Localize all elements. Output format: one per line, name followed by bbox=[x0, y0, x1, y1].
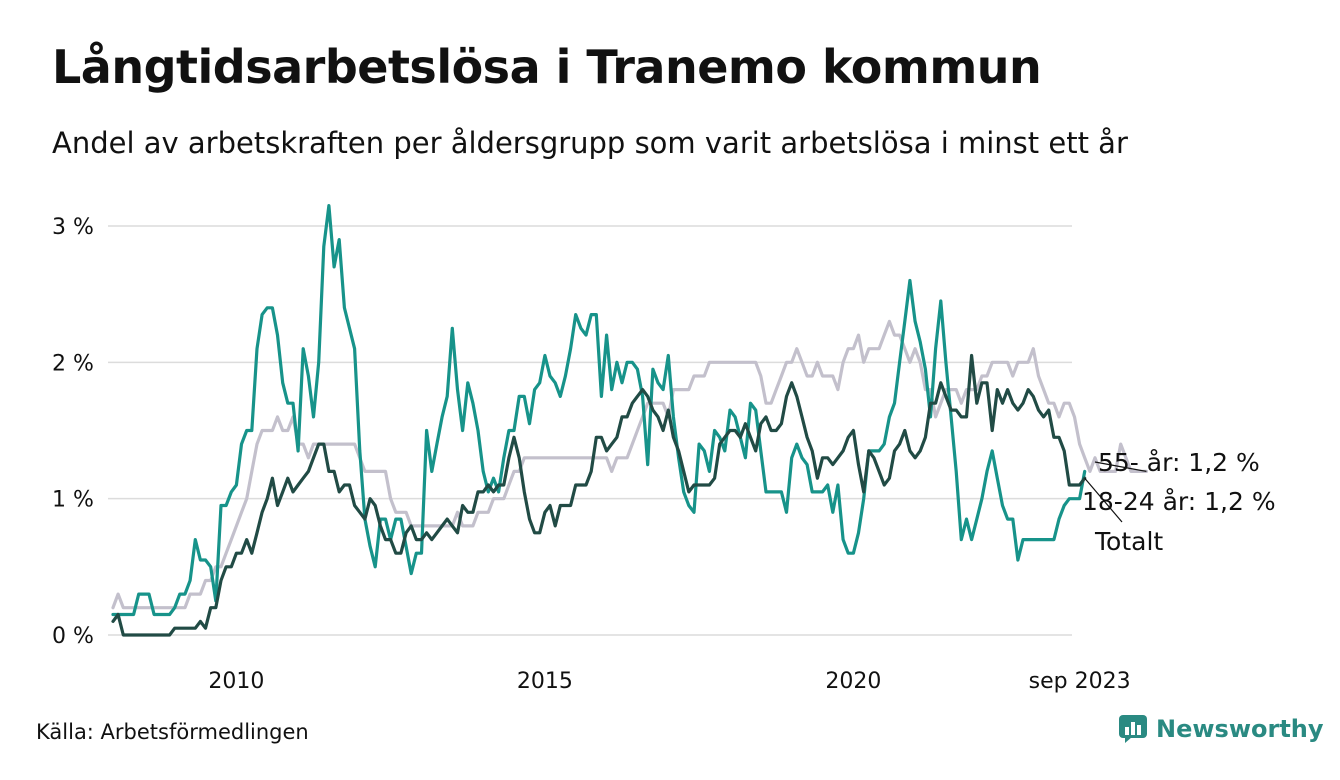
y-tick-label: 2 % bbox=[52, 351, 94, 376]
y-tick-label: 3 % bbox=[52, 215, 94, 240]
brand-name: Newsworthy bbox=[1156, 715, 1324, 743]
x-axis-ticks: 2010 2015 2020 sep 2023 bbox=[208, 669, 1130, 694]
end-labels: 55- år: 1,2 % 18-24 år: 1,2 % Totalt bbox=[1082, 448, 1276, 556]
y-tick-label: 1 % bbox=[52, 488, 94, 513]
x-tick-label: 2020 bbox=[825, 669, 881, 694]
x-tick-label: 2015 bbox=[517, 669, 573, 694]
series-line-2 bbox=[111, 353, 1087, 637]
newsworthy-logo-icon bbox=[1119, 715, 1147, 743]
leader-line bbox=[1084, 477, 1123, 523]
y-tick-label: 0 % bbox=[52, 624, 94, 649]
series-line-1 bbox=[111, 204, 1087, 617]
y-axis-ticks: 0 % 1 % 2 % 3 % bbox=[52, 215, 94, 649]
chart-subtitle: Andel av arbetskraften per åldersgrupp s… bbox=[52, 126, 1128, 160]
x-tick-label: sep 2023 bbox=[1029, 669, 1131, 694]
leader-line bbox=[1094, 461, 1147, 472]
series-end-label: Totalt bbox=[1094, 527, 1163, 556]
series-end-label: 18-24 år: 1,2 % bbox=[1082, 487, 1276, 516]
series-lines bbox=[111, 204, 1149, 637]
brand-logo: Newsworthy bbox=[1118, 714, 1324, 744]
chart-title: Långtidsarbetslösa i Tranemo kommun bbox=[52, 40, 1042, 94]
series-line-0 bbox=[111, 319, 1149, 610]
x-tick-label: 2010 bbox=[208, 669, 264, 694]
source-note: Källa: Arbetsförmedlingen bbox=[36, 720, 309, 744]
series-end-label: 55- år: 1,2 % bbox=[1098, 448, 1260, 477]
line-chart: 0 % 1 % 2 % 3 % 2010 2015 2020 sep 2023 55- år… bbox=[52, 204, 1276, 694]
